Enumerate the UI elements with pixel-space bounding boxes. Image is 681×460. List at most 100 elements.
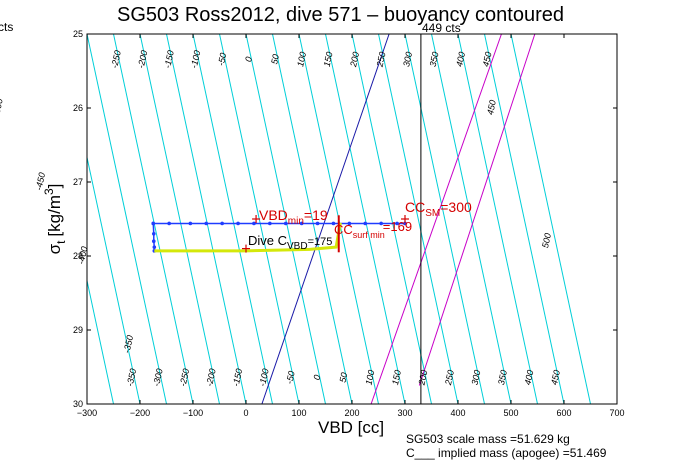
x-tick-label: 400	[450, 408, 465, 418]
contour-label-bottom: -300	[151, 368, 165, 388]
contour-line	[245, 34, 326, 404]
x-tick: 400	[450, 34, 466, 418]
contour-label-top: 0	[243, 56, 254, 63]
x-tick: −300	[77, 34, 97, 418]
y-tick-label: 26	[73, 103, 83, 113]
contour-label-right: 500	[540, 232, 553, 249]
contour-label-top: -200	[136, 49, 150, 69]
y-tick: 27	[73, 177, 617, 187]
y-ticks: 25 26 27 28 29 30	[73, 29, 617, 409]
contour-label-top: -50	[216, 52, 229, 67]
series-point	[315, 221, 320, 226]
contour-label-bottom: 300	[470, 369, 483, 386]
plot-area	[87, 34, 617, 404]
series-point	[379, 221, 383, 226]
contour-label-top: 350	[428, 51, 441, 68]
annotation-cc-sm: CCSM=300	[405, 199, 472, 219]
contour-label-bottom: 150	[390, 369, 403, 386]
y-tick: 26	[73, 103, 617, 113]
series-point	[151, 239, 156, 243]
y-axis-label-unit: [kg/m	[45, 195, 64, 237]
contour-line	[510, 34, 591, 404]
x-tick-label: 700	[609, 408, 624, 418]
clipped-left-text: cts	[0, 20, 14, 34]
contour-line	[87, 34, 167, 404]
x-tick-label: −200	[130, 408, 150, 418]
x-tick-label: 300	[397, 408, 412, 418]
series-point	[395, 221, 399, 226]
contour-line	[457, 34, 538, 404]
y-tick-label: 25	[73, 29, 83, 39]
marker-cc_sm	[401, 215, 409, 223]
x-tick: −200	[130, 34, 150, 418]
series-point	[363, 221, 368, 226]
series-point	[152, 245, 157, 249]
marker-vbd_min	[252, 215, 261, 223]
x-tick-label: −300	[77, 408, 97, 418]
y-tick-label: 30	[73, 399, 83, 409]
series-point	[188, 221, 193, 226]
contour-line	[325, 34, 406, 404]
contour-label-bottom: 200	[416, 369, 429, 387]
x-tick: 200	[344, 34, 360, 418]
y-tick: 30	[73, 399, 617, 409]
annotation-cc-surf: CCsurf min=169	[334, 219, 412, 240]
contour-label-left: -450	[34, 172, 48, 192]
contour-label-top: 200	[348, 51, 361, 69]
x-tick: 700	[609, 34, 625, 418]
x-ticks: −300 −200 −100 0 100 200 300 400 500 600 700	[77, 34, 625, 418]
contour-label-bottom: -50	[284, 370, 297, 385]
contour-label-bottom: 450	[549, 369, 562, 386]
y-axis-label-sub: t	[54, 240, 68, 244]
series-point	[268, 221, 272, 226]
contour-label-bottom: 0	[312, 374, 323, 381]
contour-label-bottom: -250	[178, 368, 192, 388]
series-point	[167, 221, 171, 226]
contour-label-bottom: 400	[523, 369, 536, 386]
contour-line	[192, 34, 273, 404]
y-tick-label: 27	[73, 177, 83, 187]
magenta_line_1	[370, 34, 502, 404]
svg-text:σt[kg/m3]: σt [kg/m3]	[42, 184, 68, 255]
y-tick: 25	[73, 29, 617, 39]
contour-line	[166, 34, 247, 404]
series-point	[299, 221, 304, 226]
contour-label-left: -500	[0, 98, 5, 118]
contour-line	[139, 34, 220, 404]
contour-labels: -250 -200 -150 -100 -50 0 50 100 150 200 250 300 350…	[0, 49, 562, 387]
contour-label-left: -350	[122, 334, 136, 354]
footer-scale-mass: SG503 scale mass =51.629 kg	[406, 432, 570, 446]
contour-line	[113, 34, 194, 404]
x-tick-label: 0	[243, 408, 248, 418]
contour-label-left: -400	[76, 246, 90, 266]
contour-label-bottom: 50	[338, 372, 350, 384]
contour-label-top: 50	[269, 53, 281, 65]
contour-label-top: 100	[295, 51, 308, 68]
contour-label-bottom: -100	[257, 368, 271, 388]
contour-line	[404, 34, 485, 404]
x-tick: 600	[556, 34, 572, 418]
contour-line	[272, 34, 353, 404]
contour-label-bottom: -350	[125, 368, 139, 388]
chart-title: SG503 Ross2012, dive 571 – buoyancy cont…	[117, 4, 564, 26]
contour-line	[351, 34, 432, 404]
contour-label-right: 450	[485, 99, 498, 116]
contour-label-bottom: -200	[204, 368, 218, 388]
magenta_line_2	[418, 34, 536, 386]
annotation-dive-c: Dive CVBD=175	[248, 233, 332, 252]
data-series	[151, 221, 407, 253]
contour-label-top: -100	[189, 49, 203, 69]
x-tick-label: 600	[556, 408, 571, 418]
contour-label-bottom: 250	[443, 369, 456, 387]
contour-label-top: 250	[374, 51, 387, 69]
series-point	[236, 221, 240, 226]
annotations: 449 cts VBDmin=19 CCSM=300 CCsurf min=16…	[248, 21, 472, 252]
x-axis-label: VBD [cc]	[318, 418, 385, 437]
markers	[242, 215, 409, 253]
y-tick-label: 29	[73, 325, 83, 335]
contour-label-bottom: 350	[496, 369, 509, 386]
footer-implied-mass: C___ implied mass (apogee) =51.469	[406, 446, 607, 460]
y-axis-label-sup: 3	[42, 188, 56, 195]
y-axis-label-main: σ	[45, 243, 64, 254]
x-tick-label: 500	[503, 408, 518, 418]
